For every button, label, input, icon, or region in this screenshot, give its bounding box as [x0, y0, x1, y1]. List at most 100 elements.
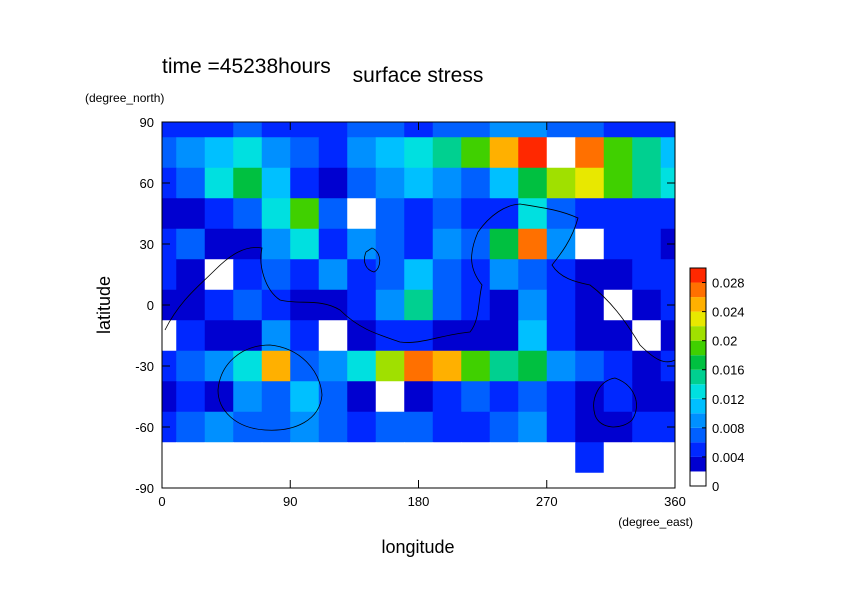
- field-cell: [204, 350, 234, 382]
- field-cell: [603, 167, 633, 199]
- field-cell: [518, 289, 548, 321]
- field-cell: [318, 228, 348, 260]
- field-cell: [347, 472, 377, 488]
- field-cell: [290, 411, 320, 443]
- field-cell: [546, 167, 576, 199]
- field-cell: [318, 472, 348, 488]
- field-cell: [261, 167, 291, 199]
- colorbar-segment: [690, 398, 706, 414]
- field-cell: [375, 442, 405, 474]
- field-cell: [461, 381, 491, 413]
- colorbar-frame: [689, 267, 707, 487]
- field-cell: [375, 228, 405, 260]
- field-cell: [575, 228, 605, 260]
- field-cell: [432, 228, 462, 260]
- field-cell: [162, 442, 177, 474]
- field-cell: [603, 289, 633, 321]
- field-cell: [404, 198, 434, 230]
- field-cell: [233, 381, 263, 413]
- field-cell: [375, 259, 405, 291]
- field-cell: [518, 411, 548, 443]
- field-cell: [432, 198, 462, 230]
- field-cell: [347, 320, 377, 352]
- field-cell: [575, 167, 605, 199]
- y-unit: (degree_north): [85, 91, 164, 105]
- field-cell: [404, 228, 434, 260]
- field-cell: [518, 228, 548, 260]
- field-cell: [347, 442, 377, 474]
- field-cell: [290, 442, 320, 474]
- field-cell: [233, 228, 263, 260]
- field-cell: [233, 289, 263, 321]
- field-cell: [489, 198, 519, 230]
- field-cell: [375, 137, 405, 169]
- y-tick-label: 30: [140, 237, 154, 252]
- field-cell: [233, 320, 263, 352]
- field-cell: [176, 442, 206, 474]
- field-cell: [233, 167, 263, 199]
- field-cell: [432, 472, 462, 488]
- colorbar-segment: [690, 456, 706, 472]
- field-cell: [546, 320, 576, 352]
- field-cell: [518, 350, 548, 382]
- field-cell: [603, 381, 633, 413]
- field-cell: [404, 167, 434, 199]
- field-cell: [347, 167, 377, 199]
- field-cell: [404, 259, 434, 291]
- field-cell: [489, 289, 519, 321]
- field-cell: [162, 381, 177, 413]
- field-cell: [489, 167, 519, 199]
- field-cell: [575, 198, 605, 230]
- colorbar-segment: [690, 268, 706, 283]
- field-cell: [461, 198, 491, 230]
- field-cell: [261, 122, 291, 138]
- field-cell: [461, 289, 491, 321]
- field-cell: [375, 472, 405, 488]
- coastline: [164, 203, 675, 363]
- field-cell: [204, 228, 234, 260]
- field-cell: [261, 259, 291, 291]
- field-cell: [290, 167, 320, 199]
- field-cell: [489, 320, 519, 352]
- field-cell: [375, 198, 405, 230]
- field-cell: [404, 350, 434, 382]
- field-cell: [233, 442, 263, 474]
- y-tick-label: -60: [135, 420, 154, 435]
- field-cell: [233, 198, 263, 230]
- field-cell: [489, 259, 519, 291]
- x-tick-label: 270: [536, 494, 558, 509]
- field-cell: [375, 167, 405, 199]
- field-cell: [632, 228, 662, 260]
- field-cell: [461, 228, 491, 260]
- field-cell: [290, 472, 320, 488]
- field-cell: [632, 289, 662, 321]
- field-cell: [204, 289, 234, 321]
- field-cell: [176, 137, 206, 169]
- field-cell: [575, 411, 605, 443]
- field-cell: [318, 350, 348, 382]
- field-cell: [432, 167, 462, 199]
- colorbar-segment: [690, 384, 706, 399]
- axes: 0 90 180 270 360 -90 -60 -30 0 30 60 90: [135, 115, 686, 509]
- field-cell: [546, 137, 576, 169]
- field-cell: [632, 259, 662, 291]
- x-tick-label: 360: [664, 494, 686, 509]
- field-cell: [290, 320, 320, 352]
- colorbar-segment: [690, 326, 706, 341]
- field-cell: [347, 137, 377, 169]
- coastline: [217, 344, 323, 431]
- field-cell: [404, 411, 434, 443]
- field: [162, 122, 675, 488]
- field-cell: [233, 259, 263, 291]
- field-cell: [632, 350, 662, 382]
- field-cell: [575, 137, 605, 169]
- field-cell: [404, 381, 434, 413]
- field-cell: [176, 381, 206, 413]
- field-cell: [318, 442, 348, 474]
- field-cell: [518, 320, 548, 352]
- field-cell: [461, 472, 491, 488]
- field-cell: [204, 137, 234, 169]
- field-cell: [660, 137, 675, 169]
- field-cell: [347, 259, 377, 291]
